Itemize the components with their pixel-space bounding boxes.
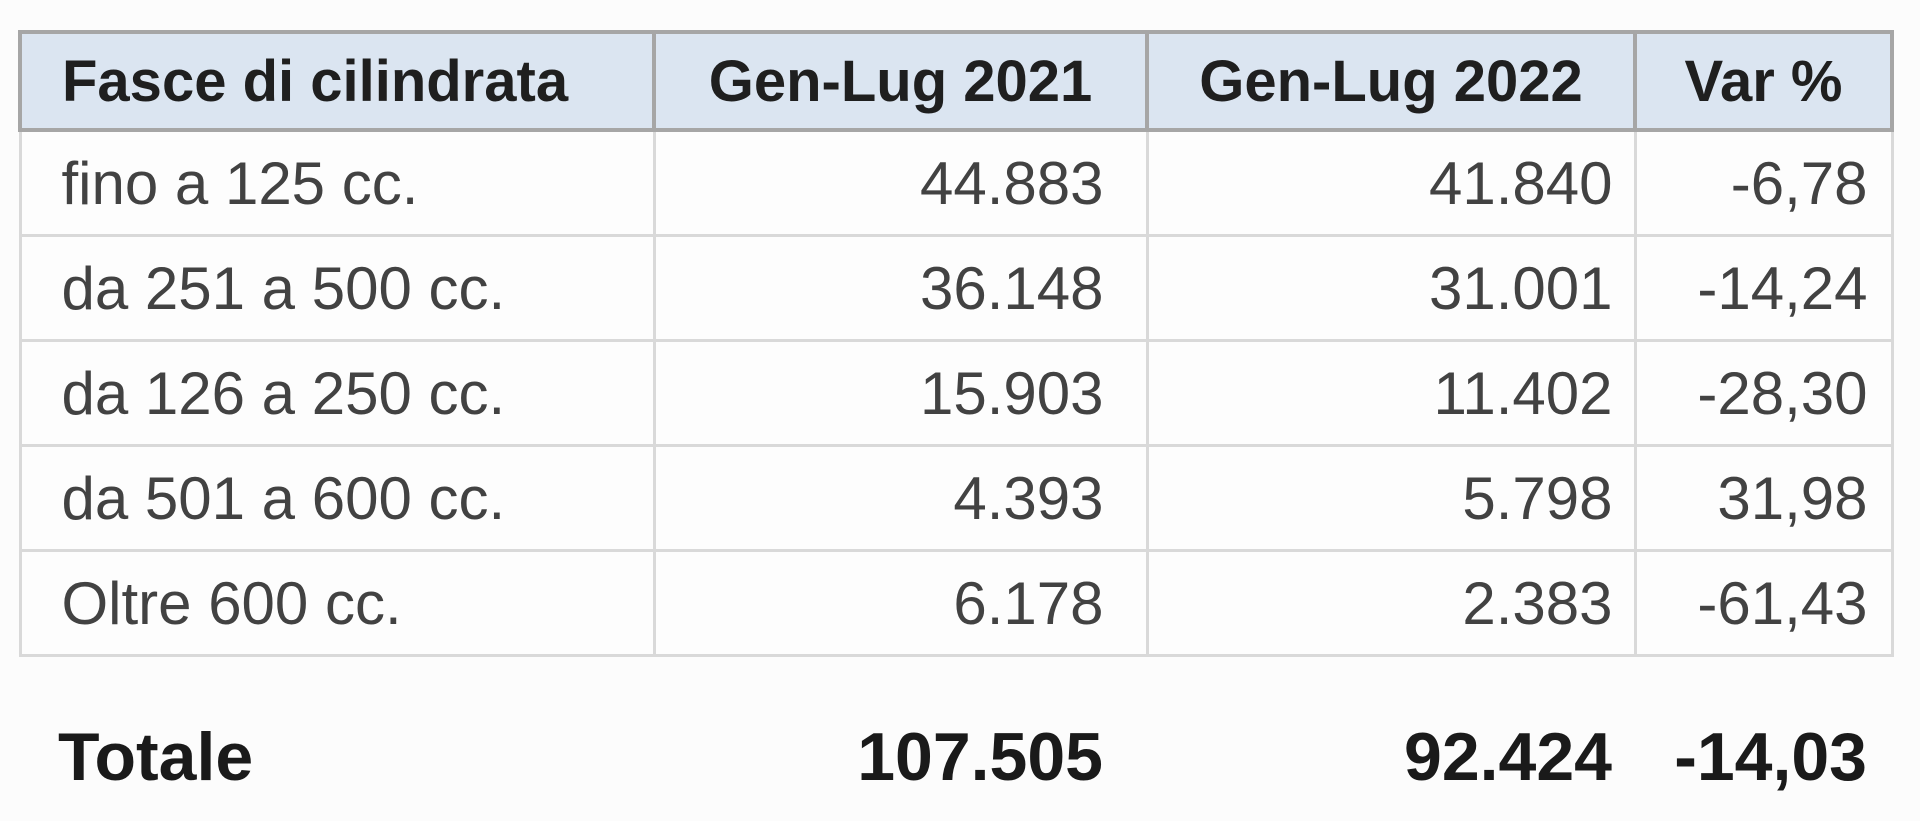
header-gen-lug-2022: Gen-Lug 2022 <box>1145 30 1637 132</box>
header-gen-lug-2021: Gen-Lug 2021 <box>652 30 1149 132</box>
value-2021-cell: 4.393 <box>652 444 1149 552</box>
value-2021-cell: 44.883 <box>652 128 1149 237</box>
table-row: Oltre 600 cc. 6.178 2.383 -61,43 <box>18 549 1894 657</box>
total-2021-cell: 107.505 <box>857 718 1103 795</box>
table-header: Fasce di cilindrata Gen-Lug 2021 Gen-Lug… <box>18 30 1894 132</box>
cilindrata-table: Fasce di cilindrata Gen-Lug 2021 Gen-Lug… <box>18 30 1894 657</box>
var-pct-cell: -6,78 <box>1633 128 1894 237</box>
header-var-pct: Var % <box>1633 30 1894 132</box>
var-pct-cell: -14,24 <box>1633 234 1894 342</box>
value-2021-cell: 36.148 <box>652 234 1149 342</box>
var-pct-cell: 31,98 <box>1633 444 1894 552</box>
total-row-table: Totale 107.505 92.424 -14,03 <box>18 703 1890 810</box>
row-label-cell: da 126 a 250 cc. <box>18 339 656 447</box>
total-2022-cell: 92.424 <box>1404 718 1612 795</box>
table-row: da 126 a 250 cc. 15.903 11.402 -28,30 <box>18 339 1894 447</box>
table-row: fino a 125 cc. 44.883 41.840 -6,78 <box>18 128 1894 237</box>
value-2021-cell: 6.178 <box>652 549 1149 657</box>
table-body: fino a 125 cc. 44.883 41.840 -6,78 da 25… <box>18 128 1894 657</box>
value-2022-cell: 2.383 <box>1145 549 1637 657</box>
row-label-cell: da 251 a 500 cc. <box>18 234 656 342</box>
value-2022-cell: 11.402 <box>1145 339 1637 447</box>
value-2022-cell: 5.798 <box>1145 444 1637 552</box>
total-row: Totale 107.505 92.424 -14,03 <box>18 703 1890 810</box>
table-row: da 501 a 600 cc. 4.393 5.798 31,98 <box>18 444 1894 552</box>
value-2021-cell: 15.903 <box>652 339 1149 447</box>
row-label-cell: da 501 a 600 cc. <box>18 444 656 552</box>
value-2022-cell: 41.840 <box>1145 128 1637 237</box>
total-label: Totale <box>58 718 254 795</box>
header-row: Fasce di cilindrata Gen-Lug 2021 Gen-Lug… <box>18 30 1894 132</box>
var-pct-cell: -28,30 <box>1633 339 1894 447</box>
var-pct-cell: -61,43 <box>1633 549 1894 657</box>
value-2022-cell: 31.001 <box>1145 234 1637 342</box>
table-row: da 251 a 500 cc. 36.148 31.001 -14,24 <box>18 234 1894 342</box>
total-var-pct-cell: -14,03 <box>1674 718 1867 795</box>
header-fasce-di-cilindrata: Fasce di cilindrata <box>18 30 656 132</box>
row-label-cell: fino a 125 cc. <box>18 128 656 237</box>
row-label-cell: Oltre 600 cc. <box>18 549 656 657</box>
